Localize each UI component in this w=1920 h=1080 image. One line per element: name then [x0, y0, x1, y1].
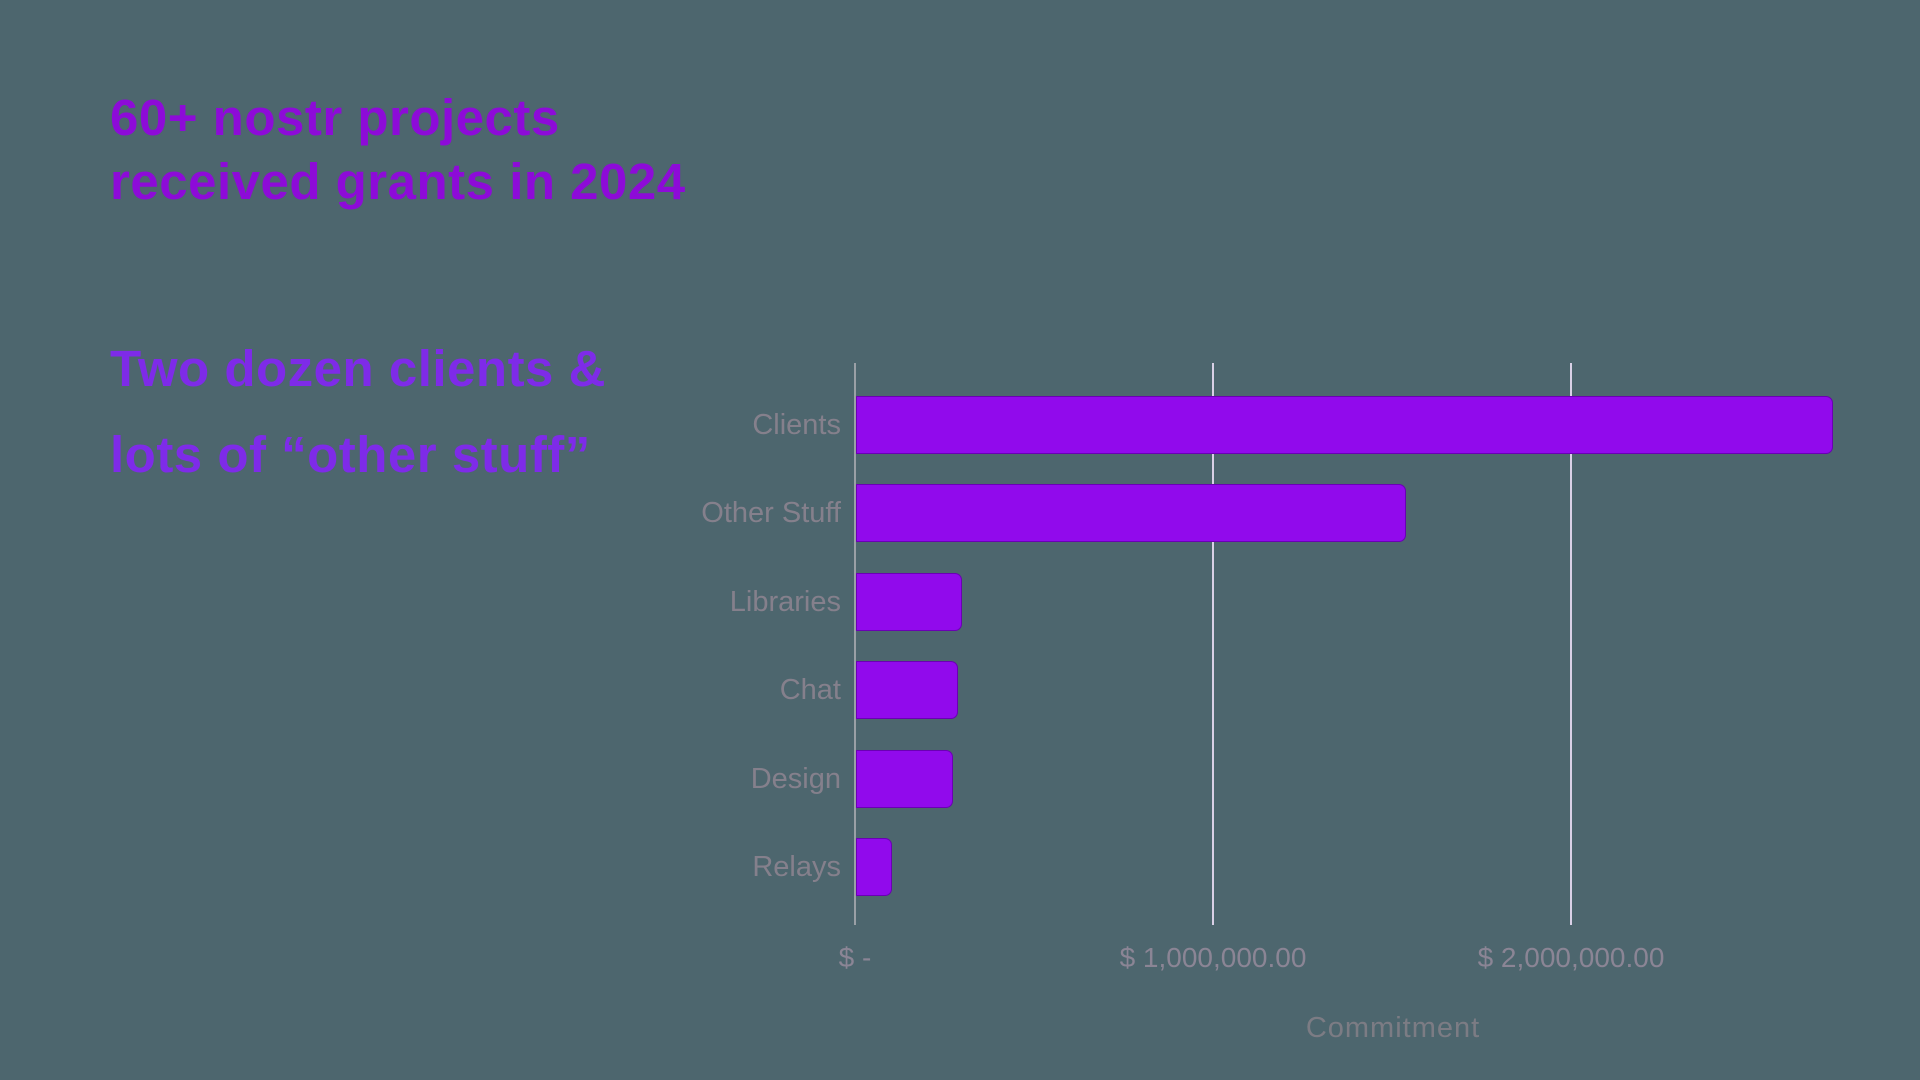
- category-label: Chat: [779, 674, 841, 707]
- bar-clients: [856, 396, 1834, 454]
- x-axis-title: Commitment: [1305, 1012, 1481, 1044]
- subheadline-line1: Two dozen clients &: [110, 340, 606, 397]
- bar-relays: [856, 838, 892, 896]
- bar-design: [856, 749, 953, 808]
- subheadline: Two dozen clients & lots of “other stuff…: [110, 326, 606, 498]
- headline-line2: received grants in 2024: [110, 153, 686, 210]
- category-label: Clients: [752, 409, 841, 441]
- category-label: Libraries: [729, 585, 841, 618]
- x-tick-label: $ -: [838, 942, 872, 973]
- category-label: Other Stuff: [701, 497, 841, 530]
- gridline: [1570, 363, 1572, 925]
- subheadline-line2: lots of “other stuff”: [110, 426, 591, 483]
- bar-chat: [856, 661, 959, 720]
- headline-line1: 60+ nostr projects: [110, 89, 560, 146]
- x-tick-label: $ 2,000,000.00: [1477, 942, 1665, 973]
- bar-libraries: [856, 572, 962, 631]
- bar-other-stuff: [856, 484, 1406, 543]
- category-label: Relays: [752, 851, 841, 883]
- y-axis-line: [854, 363, 856, 925]
- category-label: Design: [750, 762, 841, 795]
- headline: 60+ nostr projects received grants in 20…: [110, 86, 686, 214]
- gridline: [1212, 363, 1214, 925]
- x-tick-label: $ 1,000,000.00: [1119, 942, 1307, 973]
